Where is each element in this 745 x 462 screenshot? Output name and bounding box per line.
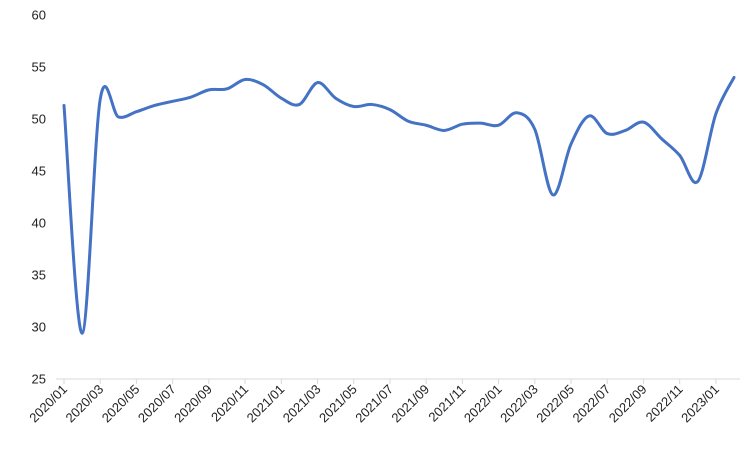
y-tick-label: 60 [32, 8, 46, 23]
series-group [62, 75, 736, 335]
x-tick-label: 2021/01 [244, 382, 288, 426]
y-axis: 25 30 35 40 45 50 55 60 [32, 8, 46, 387]
x-tick-label: 2021/09 [388, 382, 432, 426]
y-tick-label: 45 [32, 164, 46, 179]
data-point [225, 87, 228, 90]
data-point [425, 124, 428, 127]
x-tick-label: 2021/03 [280, 382, 324, 426]
data-point [533, 128, 536, 131]
data-point [570, 142, 573, 145]
data-point [551, 193, 554, 196]
x-axis: 2020/012020/032020/052020/072020/092020/… [26, 379, 722, 425]
data-point [135, 110, 138, 113]
data-point [642, 121, 645, 124]
data-point [606, 132, 609, 135]
x-tick-label: 2022/09 [606, 382, 650, 426]
y-tick-label: 30 [32, 320, 46, 335]
data-point [497, 124, 500, 127]
data-point [352, 105, 355, 108]
data-point [733, 76, 736, 79]
data-point [370, 103, 373, 106]
x-tick-label: 2022/07 [570, 382, 614, 426]
x-tick-label: 2022/03 [497, 382, 541, 426]
x-tick-label: 2020/07 [135, 382, 179, 426]
data-point [678, 154, 681, 157]
data-point [479, 122, 482, 125]
y-tick-label: 40 [32, 216, 46, 231]
data-point [407, 120, 410, 123]
data-point [153, 104, 156, 107]
data-point [244, 78, 247, 81]
x-tick-label: 2021/05 [316, 382, 360, 426]
x-tick-label: 2021/07 [352, 382, 396, 426]
x-tick-label: 2022/01 [461, 382, 505, 426]
data-point [171, 100, 174, 103]
data-point [99, 98, 102, 101]
x-tick-label: 2020/11 [208, 382, 251, 425]
y-tick-label: 25 [32, 372, 46, 387]
data-point [316, 81, 319, 84]
x-tick-label: 2022/11 [643, 382, 686, 425]
data-point [207, 88, 210, 91]
data-point [660, 137, 663, 140]
data-point [81, 332, 84, 335]
data-point [624, 129, 627, 132]
x-tick-label: 2022/05 [533, 382, 577, 426]
data-point [714, 112, 717, 115]
data-point [461, 123, 464, 126]
x-tick-label: 2023/01 [678, 382, 722, 426]
data-point [588, 114, 591, 117]
data-point [262, 83, 265, 86]
data-point [117, 115, 120, 118]
data-point [280, 97, 283, 100]
data-point [189, 96, 192, 99]
data-point [388, 108, 391, 111]
x-tick-label: 2020/09 [171, 382, 215, 426]
data-point [334, 97, 337, 100]
x-tick-label: 2020/05 [99, 382, 143, 426]
data-point [443, 129, 446, 132]
x-tick-label: 2021/11 [425, 382, 468, 425]
y-tick-label: 50 [32, 112, 46, 127]
data-point [696, 180, 699, 183]
x-tick-label: 2020/03 [62, 382, 106, 426]
x-tick-label: 2020/01 [26, 382, 70, 426]
y-tick-label: 35 [32, 268, 46, 283]
series-line [62, 75, 736, 335]
data-point [515, 111, 518, 114]
data-point [298, 103, 301, 106]
y-tick-label: 55 [32, 60, 46, 75]
data-point [63, 104, 66, 107]
